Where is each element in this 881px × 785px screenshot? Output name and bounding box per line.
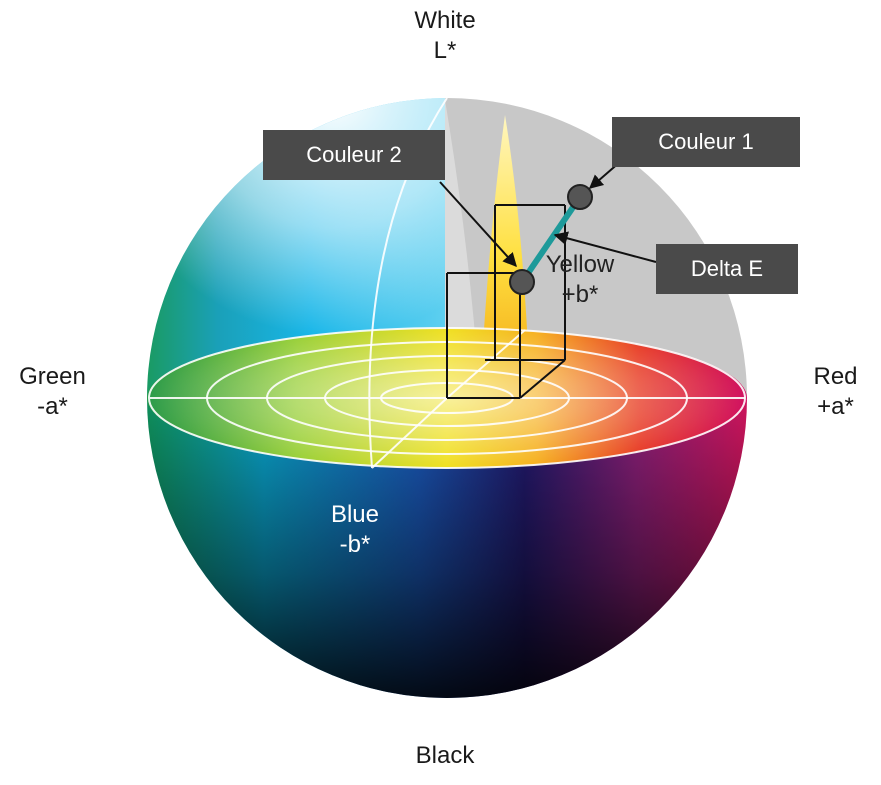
label-red-symbol: +a*: [817, 393, 854, 420]
label-black: Black: [385, 741, 505, 771]
delta-e-arrow: [553, 231, 657, 263]
label-blue-name: Blue: [330, 501, 380, 528]
label-white: White L*: [385, 6, 505, 66]
label-green-symbol: -a*: [37, 393, 68, 420]
callout-delta-e: Delta E: [656, 244, 798, 294]
delta-e-line: [519, 195, 583, 284]
label-yellow-name: Yellow: [545, 251, 615, 278]
color-2-point: [509, 269, 535, 295]
label-red-name: Red: [813, 363, 858, 390]
label-yellow: Yellow +b*: [525, 250, 635, 310]
label-yellow-symbol: +b*: [561, 281, 599, 308]
label-black-name: Black: [415, 742, 475, 769]
callout-color-1: Couleur 1: [612, 117, 800, 167]
label-blue-symbol: -b*: [339, 531, 371, 558]
label-blue: Blue -b*: [300, 500, 410, 560]
coordinate-box: [446, 204, 566, 399]
label-white-name: White: [414, 7, 476, 34]
label-red: Red +a*: [790, 362, 881, 422]
label-green: Green -a*: [0, 362, 105, 422]
callout-color-2: Couleur 2: [263, 130, 445, 180]
color-2-arrow: [439, 181, 517, 268]
label-white-symbol: L*: [433, 37, 457, 64]
color-1-point: [567, 184, 593, 210]
label-green-name: Green: [19, 363, 86, 390]
